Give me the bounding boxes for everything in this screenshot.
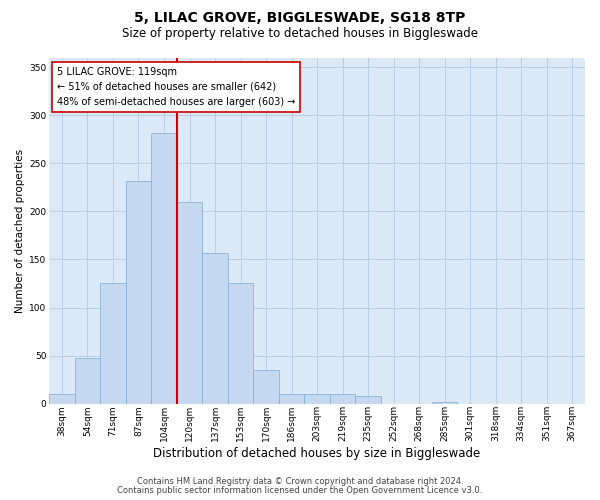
Bar: [177, 202, 202, 404]
Bar: [75, 358, 100, 404]
Bar: [279, 394, 304, 404]
Bar: [228, 284, 253, 404]
Text: 5, LILAC GROVE, BIGGLESWADE, SG18 8TP: 5, LILAC GROVE, BIGGLESWADE, SG18 8TP: [134, 12, 466, 26]
Bar: [151, 132, 177, 404]
Y-axis label: Number of detached properties: Number of detached properties: [15, 148, 25, 312]
Bar: [432, 402, 457, 404]
Bar: [355, 396, 381, 404]
Bar: [253, 370, 279, 404]
Text: Size of property relative to detached houses in Biggleswade: Size of property relative to detached ho…: [122, 26, 478, 40]
Text: 5 LILAC GROVE: 119sqm
← 51% of detached houses are smaller (642)
48% of semi-det: 5 LILAC GROVE: 119sqm ← 51% of detached …: [57, 67, 295, 106]
Text: Contains HM Land Registry data © Crown copyright and database right 2024.: Contains HM Land Registry data © Crown c…: [137, 477, 463, 486]
Text: Contains public sector information licensed under the Open Government Licence v3: Contains public sector information licen…: [118, 486, 482, 495]
Bar: [330, 394, 355, 404]
Bar: [49, 394, 75, 404]
Bar: [126, 180, 151, 404]
Bar: [202, 252, 228, 404]
Bar: [304, 394, 330, 404]
Bar: [100, 284, 126, 404]
X-axis label: Distribution of detached houses by size in Biggleswade: Distribution of detached houses by size …: [154, 447, 481, 460]
